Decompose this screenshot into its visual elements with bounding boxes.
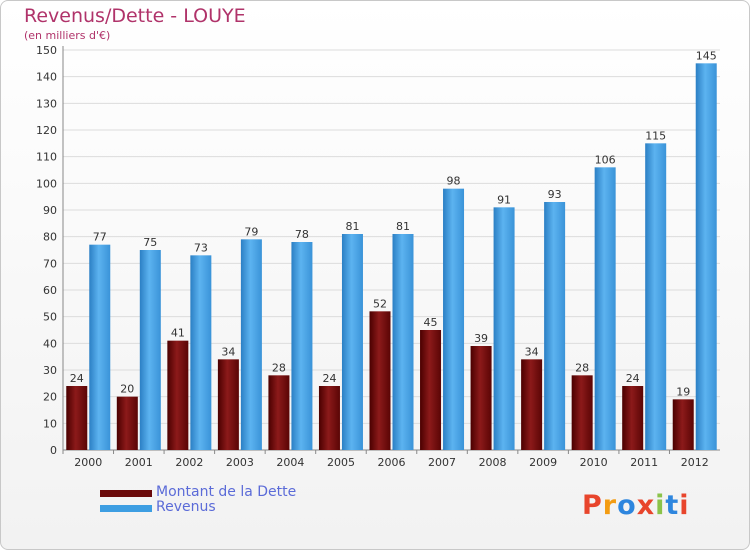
logo-letter: i xyxy=(679,490,690,521)
x-tick-label: 2003 xyxy=(226,456,254,469)
legend-label-revenus: Revenus xyxy=(156,499,216,515)
y-tick-label: 40 xyxy=(43,337,57,350)
data-label-revenus: 81 xyxy=(345,220,359,233)
bar-revenus xyxy=(240,239,262,450)
x-tick-label: 2008 xyxy=(479,456,507,469)
x-tick-label: 2001 xyxy=(125,456,153,469)
bar-revenus xyxy=(493,207,515,450)
bar-debt xyxy=(571,375,593,450)
x-tick-label: 2000 xyxy=(74,456,102,469)
bar-debt xyxy=(167,340,189,450)
bar-revenus xyxy=(291,242,313,450)
y-tick-label: 100 xyxy=(36,177,57,190)
x-tick-label: 2012 xyxy=(681,456,709,469)
bar-debt xyxy=(369,311,391,450)
y-tick-label: 20 xyxy=(43,391,57,404)
data-label-revenus: 78 xyxy=(295,228,309,241)
x-tick-label: 2004 xyxy=(276,456,304,469)
data-label-revenus: 81 xyxy=(396,220,410,233)
bar-revenus xyxy=(544,202,566,450)
data-label-debt: 34 xyxy=(525,345,539,358)
y-tick-label: 0 xyxy=(50,444,57,457)
data-label-revenus: 73 xyxy=(194,241,208,254)
bar-revenus xyxy=(341,234,363,450)
x-tick-label: 2011 xyxy=(630,456,658,469)
logo-letter: i xyxy=(655,490,666,521)
bar-debt xyxy=(622,386,644,450)
x-tick-label: 2007 xyxy=(428,456,456,469)
x-tick-label: 2002 xyxy=(175,456,203,469)
logo-letter: x xyxy=(636,490,656,521)
bar-revenus xyxy=(695,63,717,450)
bar-revenus xyxy=(443,188,465,450)
y-tick-label: 140 xyxy=(36,71,57,84)
bar-debt xyxy=(672,399,694,450)
data-label-debt: 19 xyxy=(676,385,690,398)
y-tick-label: 130 xyxy=(36,97,57,110)
proxiti-logo: Proxiti xyxy=(582,490,690,521)
y-tick-label: 120 xyxy=(36,124,57,137)
bar-debt xyxy=(116,396,138,450)
logo-letter: r xyxy=(602,490,618,521)
data-label-debt: 24 xyxy=(322,372,336,385)
data-label-revenus: 75 xyxy=(143,236,157,249)
data-label-debt: 45 xyxy=(424,316,438,329)
data-label-revenus: 91 xyxy=(497,193,511,206)
y-tick-label: 70 xyxy=(43,257,57,270)
y-tick-label: 80 xyxy=(43,231,57,244)
legend-swatch-revenus xyxy=(100,505,152,512)
y-tick-label: 10 xyxy=(43,417,57,430)
data-label-debt: 52 xyxy=(373,297,387,310)
x-tick-label: 2009 xyxy=(529,456,557,469)
bar-chart: 0 10 20 30 40 50 60 70 80 90 100 110 120 130 140 150 200… xyxy=(36,44,720,469)
data-label-revenus: 106 xyxy=(595,153,616,166)
bar-debt xyxy=(66,386,88,450)
x-tick-label: 2005 xyxy=(327,456,355,469)
data-label-debt: 20 xyxy=(120,383,134,396)
data-label-debt: 24 xyxy=(70,372,84,385)
legend-swatch-debt xyxy=(100,490,152,497)
data-label-debt: 34 xyxy=(221,345,235,358)
chart-title: Revenus/Dette - LOUYE xyxy=(24,5,246,27)
x-tick-label: 2006 xyxy=(378,456,406,469)
data-label-debt: 24 xyxy=(626,372,640,385)
bar-debt xyxy=(470,346,492,450)
y-tick-label: 30 xyxy=(43,364,57,377)
y-tick-label: 150 xyxy=(36,44,57,57)
data-label-revenus: 98 xyxy=(447,175,461,188)
bar-revenus xyxy=(645,143,667,451)
bar-revenus xyxy=(89,244,111,450)
y-tick-label: 50 xyxy=(43,311,57,324)
y-tick-label: 90 xyxy=(43,204,57,217)
bar-debt xyxy=(268,375,290,450)
bar-debt xyxy=(521,359,543,450)
legend-label-debt: Montant de la Dette xyxy=(156,484,297,500)
bar-revenus xyxy=(139,250,161,450)
data-label-revenus: 115 xyxy=(645,129,666,142)
y-tick-label: 60 xyxy=(43,284,57,297)
bar-revenus xyxy=(392,234,414,450)
data-label-debt: 28 xyxy=(272,361,286,374)
y-tick-label: 110 xyxy=(36,151,57,164)
data-label-debt: 28 xyxy=(575,361,589,374)
bar-debt xyxy=(217,359,239,450)
data-label-revenus: 145 xyxy=(696,49,717,62)
logo-letter: P xyxy=(582,490,603,521)
bar-revenus xyxy=(594,167,616,451)
logo-letter: t xyxy=(665,490,680,521)
data-label-revenus: 79 xyxy=(244,225,258,238)
data-label-debt: 39 xyxy=(474,332,488,345)
data-label-revenus: 77 xyxy=(93,231,107,244)
bar-debt xyxy=(318,386,340,450)
bar-debt xyxy=(420,330,442,450)
logo-letter: o xyxy=(617,490,637,521)
x-tick-label: 2010 xyxy=(580,456,608,469)
data-label-debt: 41 xyxy=(171,327,185,340)
bar-revenus xyxy=(190,255,212,450)
data-label-revenus: 93 xyxy=(548,188,562,201)
chart-subtitle: (en milliers d'€) xyxy=(24,29,111,42)
